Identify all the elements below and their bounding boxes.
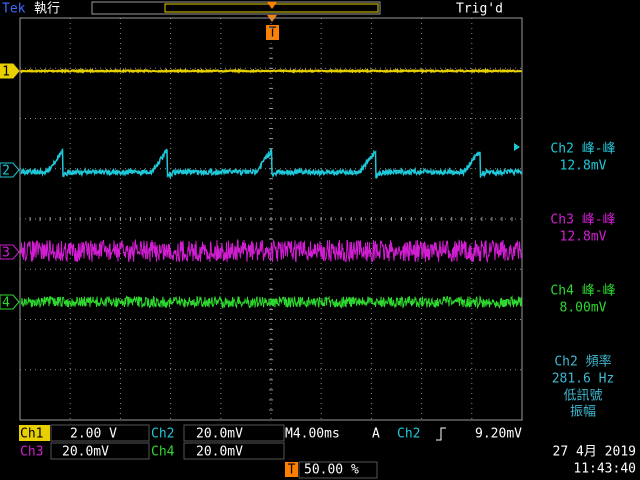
measurement-label: Ch2 頻率 (554, 354, 611, 370)
channel-marker-label: 4 (2, 296, 10, 311)
trigger-marker-box (266, 25, 279, 40)
channel-scale: 20.0mV (196, 427, 243, 442)
waveforms (20, 67, 523, 310)
ch3-box (50, 442, 150, 460)
run-status: 執行 (34, 1, 60, 17)
ch2-box (183, 424, 285, 442)
channel-name: Ch1 (20, 427, 43, 442)
channel-name: Ch2 (151, 427, 174, 442)
timebase: M4.00ms (285, 427, 340, 442)
ch4-box (183, 442, 285, 460)
time: 11:43:40 (573, 462, 636, 477)
trigger-pos-arrow (267, 2, 277, 9)
channel-marker (0, 162, 20, 178)
measurement-value: 12.8mV (560, 230, 607, 245)
date: 27 4月 2019 (553, 445, 636, 460)
trigger-position-box (298, 461, 378, 479)
channel-marker (0, 294, 20, 310)
measurement-label: Ch3 峰-峰 (550, 213, 615, 228)
trigger-state: Trig'd (456, 2, 503, 17)
channel-scale: 20.0mV (196, 445, 243, 460)
measurement-label: Ch4 峰-峰 (550, 284, 615, 299)
trigger-level: 9.20mV (475, 427, 522, 442)
waveform (20, 67, 523, 75)
waveform (20, 238, 522, 264)
channel-marker-label: 1 (2, 65, 10, 80)
channel-name: Ch3 (20, 445, 43, 460)
waveform (21, 294, 522, 310)
ch1-box (50, 424, 150, 442)
channel-marker-label: 2 (2, 164, 10, 179)
brand: Tek (2, 2, 26, 17)
trigger-slope (436, 427, 446, 441)
measurement-value: 281.6 Hz (552, 372, 615, 387)
ch1-badge (19, 425, 50, 441)
graticule-border (19, 17, 523, 421)
measurement-value: 8.00mV (560, 301, 607, 316)
measurement-note: 低訊號 (563, 389, 602, 404)
trigger-marker: T (288, 463, 296, 478)
channel-scale: 2.00 V (70, 427, 117, 442)
channel-marker (0, 63, 20, 79)
channel-marker-label: 3 (2, 246, 10, 261)
channel-marker (0, 244, 20, 260)
trigger-source: Ch2 (397, 427, 420, 442)
measurement-note: 振幅 (570, 405, 596, 420)
channel-markers: 1 2 3 4 (0, 63, 20, 311)
trigger-marker: T (269, 26, 277, 41)
trigger-position: 50.00 % (304, 463, 359, 478)
graticule (19, 17, 522, 420)
measurement-label: Ch2 峰-峰 (550, 142, 615, 157)
channel-scale: 20.0mV (62, 445, 109, 460)
measurement-value: 12.8mV (560, 159, 607, 174)
trigger-mode: A (372, 427, 380, 442)
trigger-level-arrow (514, 143, 520, 151)
trigger-marker-box (285, 462, 298, 477)
waveform (20, 147, 523, 180)
channel-name: Ch4 (151, 445, 175, 460)
record-bar (91, 1, 381, 15)
